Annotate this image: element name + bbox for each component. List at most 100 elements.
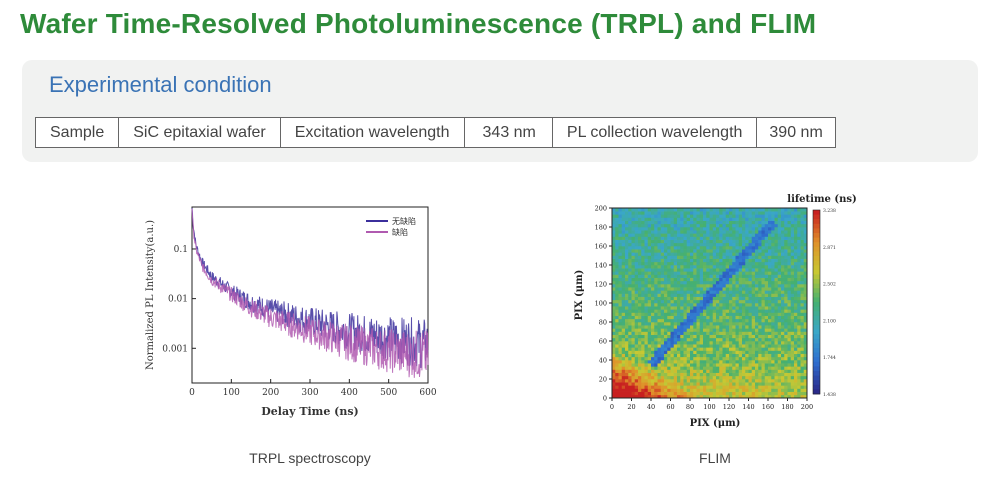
flim-heatmap-cell [729, 246, 733, 250]
flim-heatmap-cell [664, 236, 668, 240]
flim-heatmap-cell [706, 334, 710, 339]
flim-heatmap-cell [693, 217, 697, 221]
flim-heatmap-cell [712, 258, 717, 263]
flim-heatmap-cell [800, 375, 805, 380]
flim-heatmap-cell [771, 296, 775, 301]
flim-heatmap-cell [764, 236, 769, 240]
flim-heatmap-cell [787, 385, 792, 389]
flim-heatmap-cell [670, 249, 675, 253]
flim-heatmap-cell [631, 261, 636, 266]
flim-heatmap-cell [732, 366, 736, 370]
flim-heatmap-cell [735, 312, 740, 316]
flim-heatmap-cell [725, 242, 730, 247]
flim-heatmap-cell [638, 284, 642, 288]
flim-heatmap-cell [761, 331, 766, 335]
flim-heatmap-cell [690, 394, 694, 399]
flim-heatmap-cell [683, 217, 688, 221]
flim-heatmap-cell [644, 322, 649, 326]
flim-heatmap-cell [784, 252, 788, 256]
flim-heatmap-cell [732, 265, 736, 269]
flim-heatmap-cell [787, 287, 792, 291]
flim-heatmap-cell [742, 328, 746, 332]
flim-heatmap-cell [651, 347, 655, 351]
flim-heatmap-cell [706, 360, 710, 364]
flim-heatmap-cell [618, 379, 623, 383]
flim-heatmap-cell [680, 236, 684, 240]
flim-heatmap-cell [670, 315, 675, 320]
flim-heatmap-cell [641, 296, 645, 301]
flim-heatmap-cell [732, 353, 736, 358]
flim-heatmap-cell [768, 344, 772, 348]
flim-heatmap-cell [677, 344, 681, 348]
flim-heatmap-cell [712, 293, 717, 297]
flim-heatmap-cell [722, 296, 727, 301]
flim-heatmap-cell [748, 217, 753, 221]
flim-heatmap-cell [660, 223, 665, 228]
flim-heatmap-cell [677, 312, 681, 316]
flim-heatmap-cell [673, 388, 678, 392]
flim-heatmap-cell [641, 312, 645, 316]
flim-heatmap-cell [706, 379, 710, 383]
flim-heatmap-cell [696, 258, 701, 263]
flim-heatmap-cell [712, 315, 717, 320]
flim-heatmap-cell [680, 284, 684, 288]
flim-heatmap-cell [755, 255, 759, 259]
flim-heatmap-cell [660, 325, 665, 329]
flim-heatmap-cell [693, 252, 697, 256]
flim-heatmap-cell [651, 337, 655, 342]
flim-heatmap-cell [745, 227, 749, 231]
flim-heatmap-cell [729, 391, 733, 396]
flim-heatmap-cell [703, 255, 707, 259]
flim-heatmap-cell [615, 341, 619, 345]
flim-heatmap-cell [768, 347, 772, 351]
flim-heatmap-cell [706, 299, 710, 304]
flim-heatmap-cell [638, 239, 642, 244]
flim-heatmap-cell [696, 280, 701, 285]
flim-heatmap-cell [777, 246, 782, 250]
flim-heatmap-cell [690, 331, 694, 335]
flim-heatmap-cell [725, 271, 730, 275]
flim-heatmap-cell [764, 318, 769, 323]
flim-heatmap-cell [719, 277, 723, 282]
flim-heatmap-cell [742, 236, 746, 240]
flim-heatmap-cell [768, 252, 772, 256]
flim-heatmap-cell [625, 230, 629, 234]
flim-heatmap-cell [699, 211, 704, 215]
flim-heatmap-cell [712, 309, 717, 313]
flim-heatmap-cell [790, 220, 795, 225]
flim-heatmap-cell [755, 385, 759, 389]
flim-heatmap-cell [693, 325, 697, 329]
flim-heatmap-cell [758, 277, 762, 282]
flim-heatmap-cell [647, 325, 652, 329]
flim-heatmap-cell [673, 366, 678, 370]
flim-heatmap-cell [735, 366, 740, 370]
flim-heatmap-cell [774, 220, 779, 225]
flim-heatmap-cell [625, 242, 629, 247]
flim-heatmap-cell [787, 315, 792, 320]
flim-heatmap-cell [677, 290, 681, 294]
flim-heatmap-cell [693, 284, 697, 288]
flim-heatmap-cell [758, 394, 762, 399]
flim-heatmap-cell [712, 223, 717, 228]
flim-heatmap-cell [641, 306, 645, 310]
flim-heatmap-cell [664, 334, 668, 339]
flim-heatmap-cell [660, 385, 665, 389]
flim-heatmap-cell [797, 344, 801, 348]
flim-heatmap-cell [686, 236, 691, 240]
flim-heatmap-cell [680, 217, 684, 221]
flim-heatmap-cell [612, 369, 616, 373]
flim-heatmap-cell [781, 328, 785, 332]
flim-heatmap-cell [677, 363, 681, 367]
flim-heatmap-cell [738, 353, 743, 358]
flim-heatmap-cell [729, 208, 733, 212]
flim-heatmap-cell [764, 356, 769, 361]
flim-heatmap-cell [732, 350, 736, 354]
flim-heatmap-cell [797, 271, 801, 275]
flim-heatmap-cell [729, 249, 733, 253]
flim-heatmap-cell [712, 356, 717, 361]
flim-heatmap-cell [683, 214, 688, 218]
flim-heatmap-cell [618, 309, 623, 313]
flim-heatmap-cell [716, 227, 720, 231]
flim-heatmap-cell [667, 233, 671, 237]
flim-heatmap-cell [748, 246, 753, 250]
